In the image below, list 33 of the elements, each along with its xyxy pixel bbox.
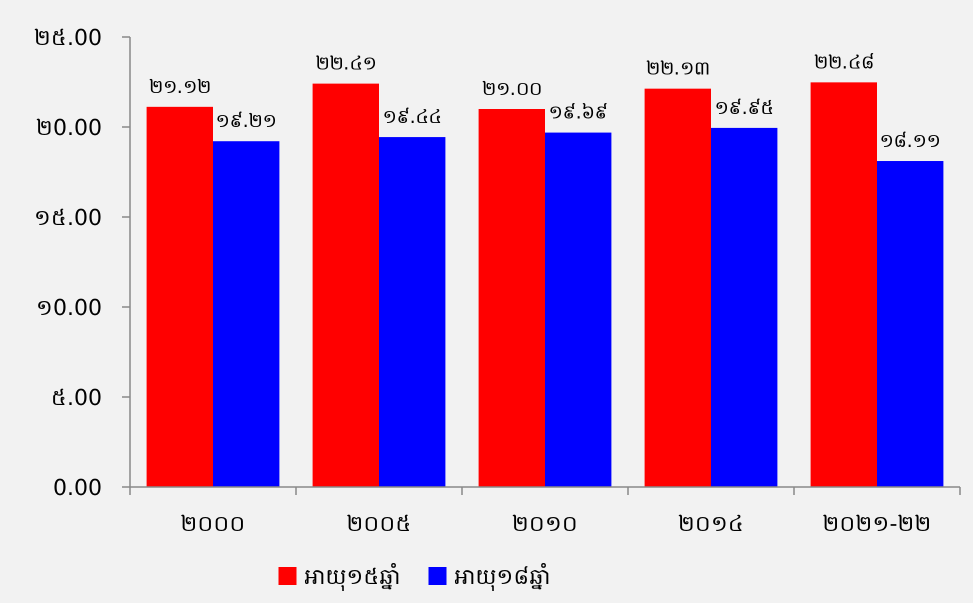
data-label: ២១.០០: [482, 78, 542, 100]
bar: [146, 106, 213, 487]
x-tick-label: ២០២១-២២: [822, 512, 932, 537]
bar: [379, 137, 446, 487]
x-tick-label: ២០១៤: [678, 512, 744, 537]
bar: [213, 141, 280, 487]
data-label: ២១.១២: [148, 76, 211, 98]
y-tick-label: ១៥.00: [34, 206, 102, 231]
bar: [312, 84, 379, 487]
data-label: ១៩.២១: [216, 110, 277, 132]
bar: [810, 82, 877, 487]
data-label: ១៩.៤៤: [382, 106, 442, 128]
data-label: ១៩.៦៩: [548, 102, 608, 124]
y-tick-label: ៥.00: [51, 386, 102, 411]
legend-label: អាយុ១៨ឆ្នាំ: [454, 563, 550, 591]
y-tick-label: ១0.00: [36, 296, 102, 321]
data-label: ១៨.១១: [880, 130, 941, 152]
data-label: ២២.៤៨: [814, 51, 874, 74]
bar: [877, 161, 944, 487]
legend-label: អាយុ១៥ឆ្នាំ: [304, 563, 400, 591]
bar: [644, 88, 711, 487]
y-tick-label: ២៥.00: [34, 26, 102, 51]
bar: [478, 109, 545, 487]
data-label: ១៩.៩៥: [714, 96, 774, 119]
x-tick-label: ២០១០: [512, 512, 578, 537]
x-tick-label: ២០០០: [180, 512, 246, 537]
data-label: ២២.១៣: [646, 58, 710, 80]
y-tick-label: 0.00: [53, 476, 102, 501]
y-tick-label: ២0.00: [36, 116, 102, 141]
x-tick-label: ២០០៥: [346, 512, 412, 537]
bar: [545, 132, 612, 487]
bar: [711, 128, 778, 487]
data-label: ២២.៤១: [315, 52, 376, 75]
